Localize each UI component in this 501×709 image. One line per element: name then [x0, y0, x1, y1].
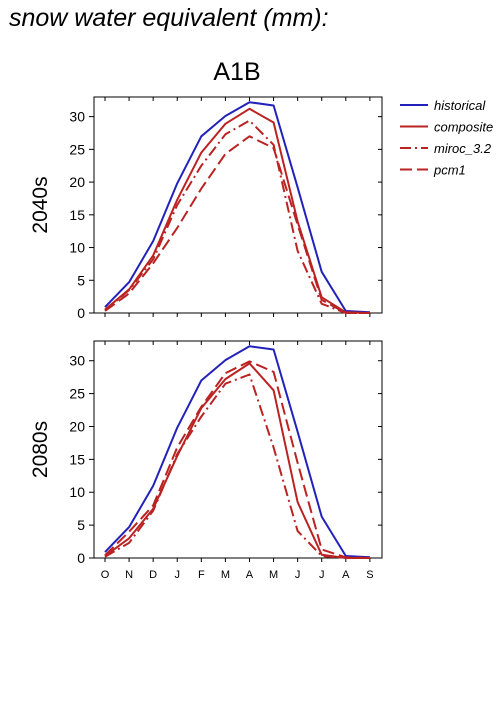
chart-panels: 0 5 10 15 20 25 30 2040s 0 5 10 15 20 25 30 O N D J F M A M J J A…	[29, 96, 383, 581]
y-tick-label: 0	[77, 305, 85, 321]
y-tick-label: 5	[77, 272, 85, 288]
legend-item-pcm1: pcm1	[400, 163, 466, 178]
legend-item-composite: composite	[400, 120, 493, 135]
y-tick-label: 30	[69, 353, 85, 369]
y-tick-label: 20	[69, 418, 85, 434]
x-tick-label: O	[101, 569, 110, 581]
series-line-pcm1	[104, 135, 370, 314]
series-line-pcm1	[104, 360, 370, 559]
legend-label: pcm1	[433, 163, 466, 178]
page-title: snow water equivalent (mm):	[9, 4, 329, 32]
series-line-composite	[104, 107, 370, 314]
y-tick-label: 30	[69, 109, 85, 125]
series-line-composite	[104, 362, 370, 559]
x-tick-label: J	[319, 569, 325, 581]
y-tick-label: 15	[69, 207, 85, 223]
x-tick-label: M	[221, 569, 230, 581]
x-tick-label: J	[295, 569, 301, 581]
chart-legend: historical composite miroc_3.2 pcm1	[400, 98, 493, 178]
legend-label: miroc_3.2	[434, 141, 492, 156]
x-tick-label: N	[125, 569, 133, 581]
y-tick-label: 5	[77, 517, 85, 533]
y-tick-label: 0	[77, 550, 85, 566]
y-tick-label: 10	[69, 240, 85, 256]
legend-label: historical	[434, 98, 486, 113]
x-tick-label: A	[246, 569, 254, 581]
y-tick-label: 25	[69, 386, 85, 402]
legend-item-miroc_3.2: miroc_3.2	[400, 141, 492, 156]
y-tick-label: 20	[69, 174, 85, 190]
series-line-miroc_3.2	[104, 373, 370, 559]
chart-title: A1B	[213, 58, 260, 86]
legend-label: composite	[434, 120, 493, 135]
x-tick-label: A	[342, 569, 350, 581]
series-line-miroc_3.2	[104, 119, 370, 314]
y-tick-label: 15	[69, 451, 85, 467]
x-tick-label: D	[149, 569, 157, 581]
y-tick-label: 10	[69, 484, 85, 500]
y-tick-label: 25	[69, 141, 85, 157]
panel-ylabel: 2080s	[29, 421, 52, 478]
x-tick-label: F	[198, 569, 205, 581]
legend-item-historical: historical	[400, 98, 486, 113]
plot-frame	[93, 340, 383, 559]
x-tick-label: M	[269, 569, 278, 581]
panel-2080s: 0 5 10 15 20 25 30 O N D J F M A M J J A S 2080s	[29, 340, 383, 581]
plot-frame	[93, 96, 383, 314]
series-line-historical	[104, 101, 370, 314]
x-tick-label: J	[174, 569, 180, 581]
x-tick-label: S	[366, 569, 373, 581]
panel-2040s: 0 5 10 15 20 25 30 2040s	[29, 96, 383, 321]
series-line-historical	[104, 345, 370, 559]
panel-ylabel: 2040s	[29, 176, 52, 233]
